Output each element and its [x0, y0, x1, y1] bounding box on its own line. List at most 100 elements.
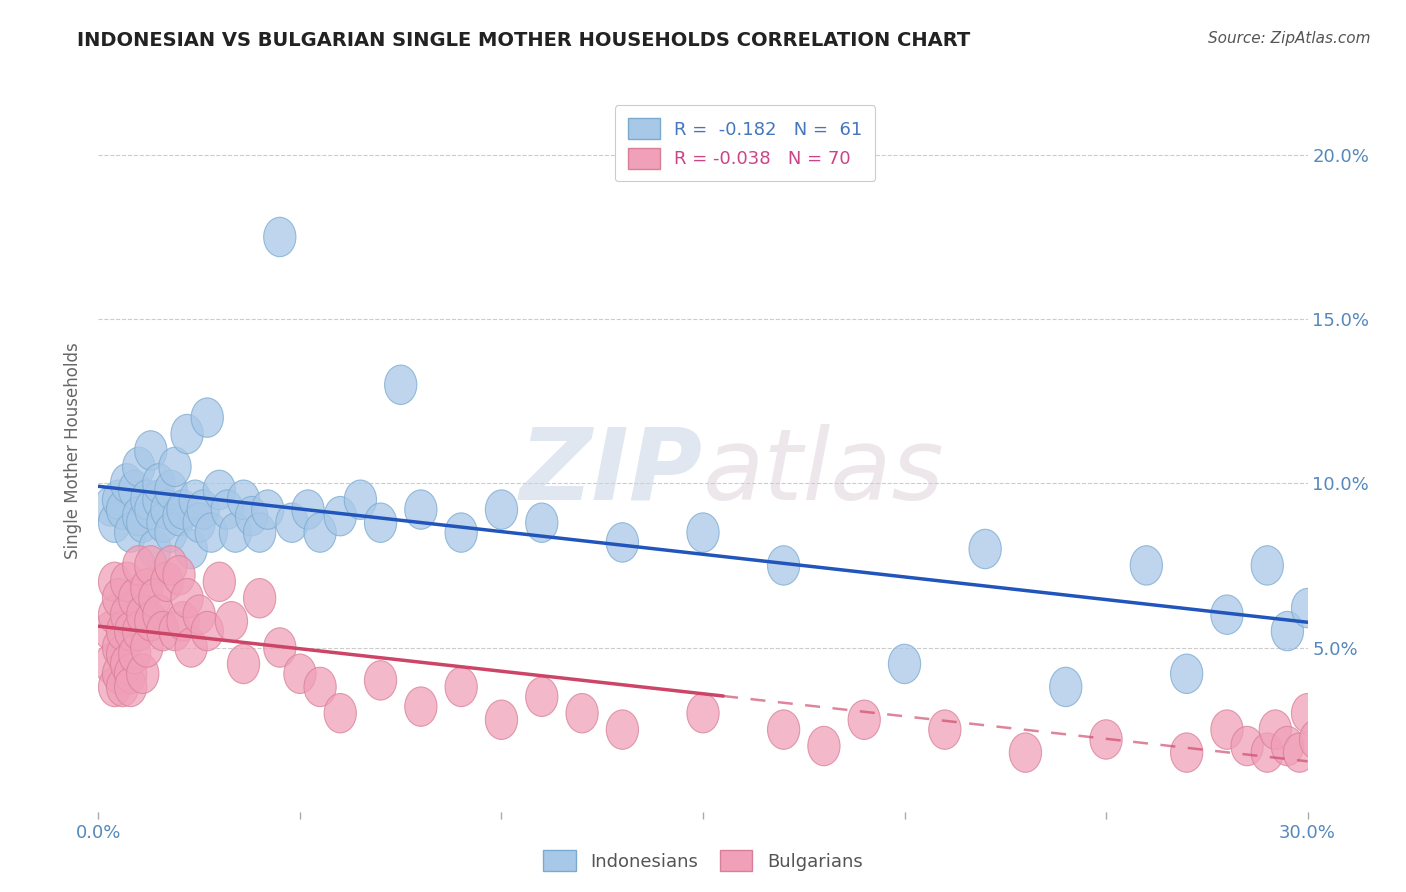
Ellipse shape — [385, 365, 416, 404]
Text: ZIP: ZIP — [520, 424, 703, 521]
Ellipse shape — [446, 667, 477, 706]
Ellipse shape — [191, 611, 224, 651]
Ellipse shape — [228, 644, 260, 683]
Text: Source: ZipAtlas.com: Source: ZipAtlas.com — [1208, 31, 1371, 46]
Ellipse shape — [150, 562, 183, 601]
Ellipse shape — [114, 654, 146, 693]
Y-axis label: Single Mother Households: Single Mother Households — [65, 343, 83, 558]
Ellipse shape — [172, 414, 204, 454]
Ellipse shape — [848, 700, 880, 739]
Ellipse shape — [215, 601, 247, 641]
Ellipse shape — [139, 579, 172, 618]
Ellipse shape — [889, 644, 921, 683]
Ellipse shape — [929, 710, 960, 749]
Ellipse shape — [276, 503, 308, 542]
Ellipse shape — [127, 503, 159, 542]
Ellipse shape — [1299, 720, 1331, 759]
Ellipse shape — [808, 726, 839, 765]
Ellipse shape — [688, 693, 718, 733]
Ellipse shape — [204, 562, 235, 601]
Legend: Indonesians, Bulgarians: Indonesians, Bulgarians — [536, 843, 870, 879]
Ellipse shape — [122, 611, 155, 651]
Ellipse shape — [167, 601, 200, 641]
Ellipse shape — [325, 497, 356, 536]
Ellipse shape — [1232, 726, 1263, 765]
Ellipse shape — [159, 447, 191, 487]
Ellipse shape — [118, 579, 150, 618]
Ellipse shape — [688, 513, 718, 552]
Ellipse shape — [94, 644, 127, 683]
Ellipse shape — [1284, 733, 1316, 772]
Ellipse shape — [211, 490, 243, 529]
Ellipse shape — [243, 579, 276, 618]
Ellipse shape — [264, 218, 295, 257]
Ellipse shape — [131, 569, 163, 608]
Ellipse shape — [135, 546, 167, 585]
Ellipse shape — [131, 480, 163, 519]
Ellipse shape — [183, 503, 215, 542]
Ellipse shape — [446, 513, 477, 552]
Ellipse shape — [107, 611, 139, 651]
Ellipse shape — [146, 611, 179, 651]
Ellipse shape — [174, 529, 207, 569]
Ellipse shape — [98, 503, 131, 542]
Ellipse shape — [235, 497, 267, 536]
Ellipse shape — [94, 611, 127, 651]
Ellipse shape — [364, 503, 396, 542]
Ellipse shape — [98, 562, 131, 601]
Ellipse shape — [111, 644, 143, 683]
Ellipse shape — [485, 490, 517, 529]
Ellipse shape — [179, 480, 211, 519]
Ellipse shape — [1211, 710, 1243, 749]
Ellipse shape — [103, 628, 135, 667]
Ellipse shape — [118, 470, 150, 509]
Ellipse shape — [163, 497, 195, 536]
Ellipse shape — [1211, 595, 1243, 634]
Ellipse shape — [526, 677, 558, 716]
Ellipse shape — [114, 513, 146, 552]
Ellipse shape — [1251, 546, 1284, 585]
Ellipse shape — [606, 710, 638, 749]
Ellipse shape — [103, 480, 135, 519]
Ellipse shape — [1271, 611, 1303, 651]
Ellipse shape — [127, 654, 159, 693]
Ellipse shape — [567, 693, 598, 733]
Ellipse shape — [155, 513, 187, 552]
Ellipse shape — [143, 480, 174, 519]
Ellipse shape — [768, 546, 800, 585]
Ellipse shape — [127, 595, 159, 634]
Ellipse shape — [264, 628, 295, 667]
Ellipse shape — [1292, 693, 1323, 733]
Ellipse shape — [526, 503, 558, 542]
Ellipse shape — [135, 431, 167, 470]
Ellipse shape — [219, 513, 252, 552]
Ellipse shape — [94, 487, 127, 526]
Ellipse shape — [284, 654, 316, 693]
Ellipse shape — [485, 700, 517, 739]
Ellipse shape — [172, 579, 204, 618]
Ellipse shape — [768, 710, 800, 749]
Ellipse shape — [191, 398, 224, 437]
Ellipse shape — [187, 490, 219, 529]
Ellipse shape — [325, 693, 356, 733]
Ellipse shape — [135, 490, 167, 529]
Ellipse shape — [243, 513, 276, 552]
Ellipse shape — [155, 546, 187, 585]
Ellipse shape — [1271, 726, 1303, 765]
Ellipse shape — [252, 490, 284, 529]
Ellipse shape — [183, 595, 215, 634]
Ellipse shape — [228, 480, 260, 519]
Ellipse shape — [606, 523, 638, 562]
Ellipse shape — [1251, 733, 1284, 772]
Ellipse shape — [1292, 589, 1323, 628]
Ellipse shape — [139, 529, 172, 569]
Ellipse shape — [1171, 654, 1202, 693]
Ellipse shape — [146, 503, 179, 542]
Ellipse shape — [122, 447, 155, 487]
Ellipse shape — [98, 667, 131, 706]
Ellipse shape — [143, 595, 174, 634]
Ellipse shape — [204, 470, 235, 509]
Ellipse shape — [118, 634, 150, 673]
Ellipse shape — [163, 556, 195, 595]
Ellipse shape — [1260, 710, 1292, 749]
